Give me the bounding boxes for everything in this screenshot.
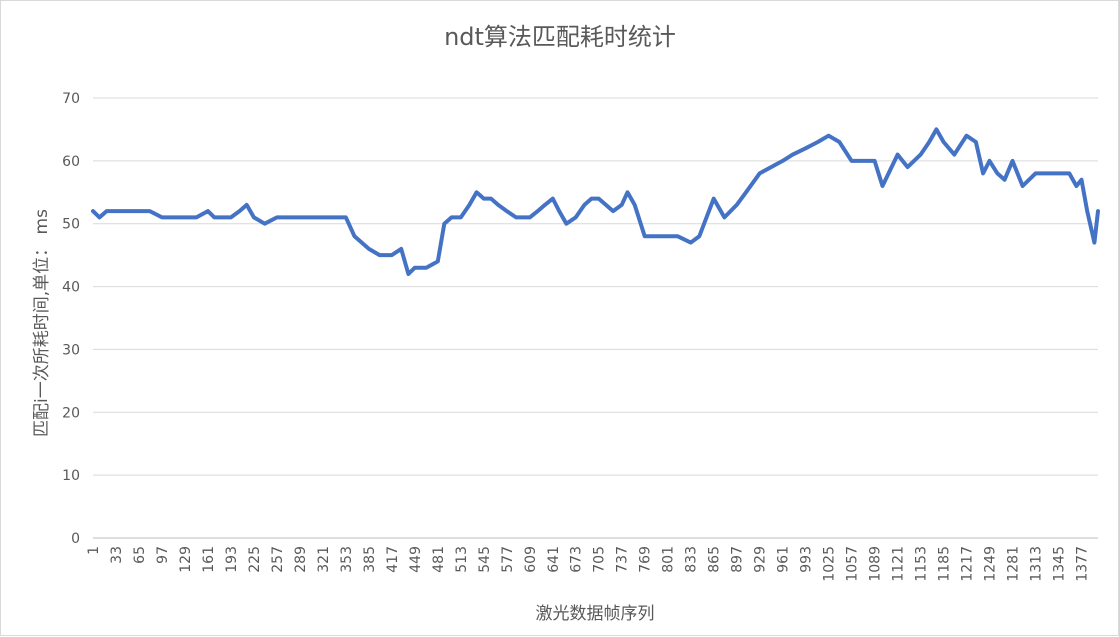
y-tick-label: 60	[62, 154, 80, 170]
x-tick-label: 513	[454, 546, 470, 573]
x-tick-label: 545	[477, 546, 493, 573]
x-tick-label: 865	[707, 546, 723, 573]
x-tick-label: 673	[569, 546, 585, 573]
x-axis-title: 激光数据帧序列	[536, 604, 655, 624]
x-tick-label: 449	[408, 546, 424, 573]
x-tick-label: 1217	[960, 546, 976, 582]
x-tick-label: 1281	[1006, 546, 1022, 582]
y-tick-label: 10	[62, 468, 80, 484]
x-tick-label: 385	[362, 546, 378, 573]
x-tick-label: 1313	[1029, 546, 1045, 582]
x-tick-label: 961	[776, 546, 792, 573]
x-tick-label: 33	[109, 546, 125, 564]
x-tick-label: 353	[339, 546, 355, 573]
x-tick-label: 1377	[1074, 546, 1090, 582]
y-tick-label: 50	[62, 217, 80, 233]
x-tick-label: 737	[615, 546, 631, 573]
x-tick-label: 161	[201, 546, 217, 573]
gridlines	[93, 97, 1098, 539]
x-tick-label: 1345	[1051, 546, 1067, 582]
series-line	[91, 127, 1100, 276]
x-tick-label: 1153	[914, 546, 930, 582]
x-tick-label: 1185	[937, 546, 953, 582]
x-tick-label: 129	[178, 546, 194, 573]
x-tick-label: 481	[431, 546, 447, 573]
x-tick-label: 1249	[983, 546, 999, 582]
x-tick-label: 705	[592, 546, 608, 573]
y-tick-label: 20	[62, 405, 80, 421]
x-tick-label: 577	[500, 546, 516, 573]
x-tick-label: 257	[270, 546, 286, 573]
x-tick-label: 897	[730, 546, 746, 573]
x-tick-label: 289	[293, 546, 309, 573]
y-tick-label: 70	[62, 91, 80, 107]
y-tick-label: 30	[62, 342, 80, 358]
y-tick-label: 0	[71, 531, 80, 547]
x-tick-label: 1089	[868, 546, 884, 582]
chart-title: ndt算法匹配耗时统计	[444, 23, 676, 51]
x-tick-label: 801	[661, 546, 677, 573]
series-layer	[91, 127, 1100, 276]
x-tick-label: 1121	[891, 546, 907, 582]
y-tick-label: 40	[62, 280, 80, 296]
x-tick-label: 993	[799, 546, 815, 573]
x-tick-label: 769	[638, 546, 654, 573]
y-tick-labels: 0 10 20 30 40 50 60 70	[62, 91, 80, 547]
x-tick-label: 65	[132, 546, 148, 564]
x-tick-labels: 1 33 65 97 129 161 193 225 257 289 321 353 385 417 449…	[86, 546, 1090, 582]
x-tick-label: 321	[316, 546, 332, 573]
x-tick-label: 1	[86, 546, 102, 555]
x-tick-label: 417	[385, 546, 401, 573]
x-tick-label: 1025	[822, 546, 838, 582]
x-tick-label: 833	[684, 546, 700, 573]
x-tick-label: 929	[753, 546, 769, 573]
y-axis-title: 匹配i一次所耗时间,单位： ms	[32, 209, 52, 437]
x-tick-label: 193	[224, 546, 240, 573]
x-tick-label: 97	[155, 546, 171, 564]
x-tick-label: 609	[523, 546, 539, 573]
x-tick-label: 1057	[845, 546, 861, 582]
x-tick-label: 225	[247, 546, 263, 573]
x-tick-label: 641	[546, 546, 562, 573]
